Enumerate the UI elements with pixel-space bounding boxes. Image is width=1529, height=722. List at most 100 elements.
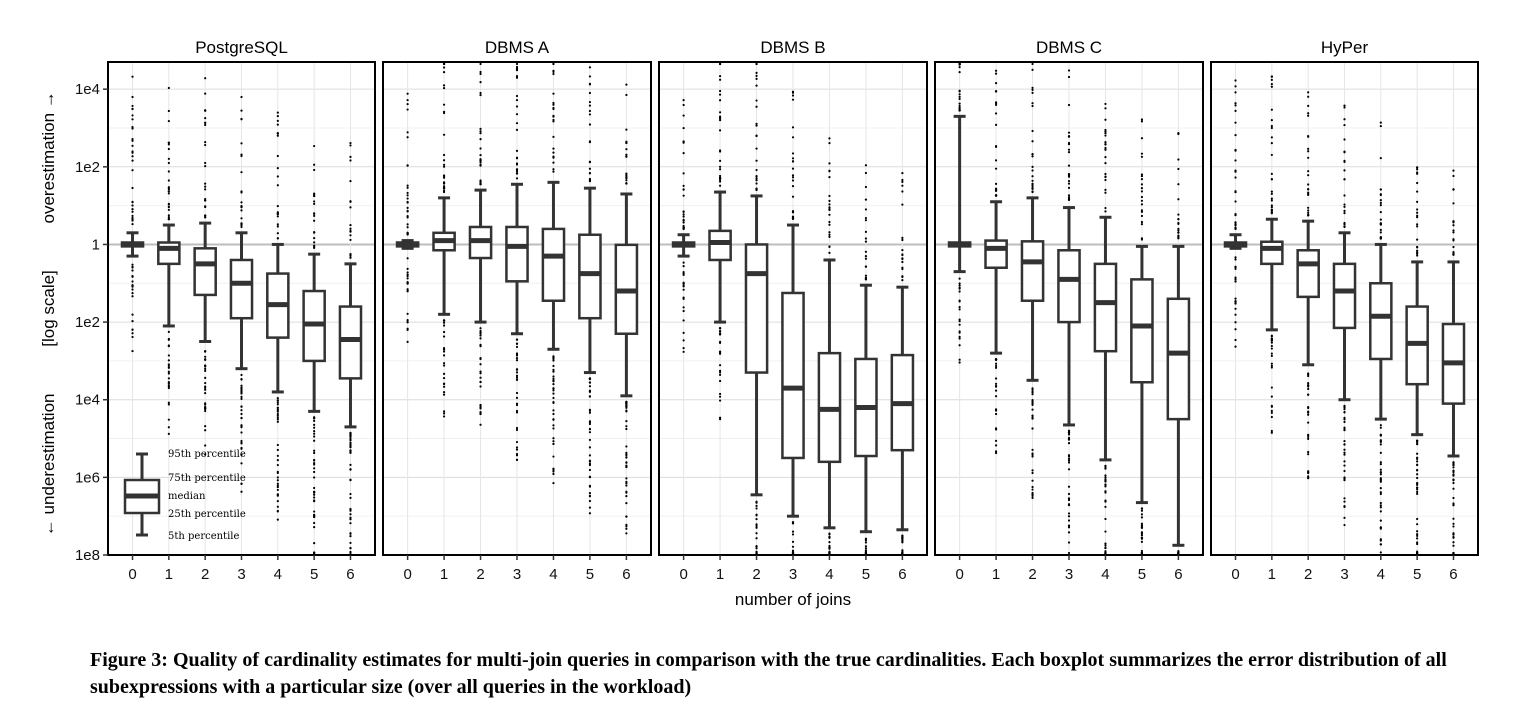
outlier-point [755, 524, 758, 528]
outlier-point [313, 449, 316, 452]
x-tick-label: 5 [310, 566, 318, 583]
outlier-point [479, 130, 482, 133]
outlier-point [1104, 128, 1107, 132]
outlier-point [1104, 546, 1107, 549]
outlier-point [994, 159, 998, 162]
x-tick-label: 1 [1268, 566, 1276, 583]
outlier-point [552, 409, 555, 412]
box-joins-2 [1296, 91, 1320, 480]
outlier-point [1452, 224, 1455, 227]
outlier-point [1379, 124, 1382, 128]
box-joins-2 [468, 62, 493, 426]
outlier-point [1104, 143, 1107, 146]
outlier-point [901, 551, 904, 555]
outlier-point [167, 187, 170, 191]
iqr-box [781, 291, 805, 460]
outlier-point [1031, 68, 1034, 71]
outlier-point [828, 208, 831, 211]
x-tick-label: 6 [622, 566, 630, 583]
outlier-point [349, 141, 352, 145]
facet-dbms-c: DBMS C 0 1 2 3 4 5 6 [934, 38, 1204, 583]
x-tick-label: 3 [1340, 566, 1348, 583]
outlier-point [131, 280, 134, 283]
outlier-point [1234, 212, 1237, 216]
outlier-point [791, 167, 795, 170]
outlier-point [682, 319, 685, 322]
outlier-point [625, 501, 628, 505]
outlier-point [313, 194, 316, 198]
outlier-point [1416, 530, 1419, 533]
outlier-point [588, 91, 592, 95]
outlier-point [588, 385, 592, 388]
outlier-point [994, 384, 998, 388]
outlier-point [791, 211, 795, 214]
outlier-point [276, 482, 279, 485]
outlier-point [718, 62, 722, 66]
x-tick-label: 6 [1449, 566, 1457, 583]
outlier-point [406, 131, 409, 134]
outlier-point [828, 251, 831, 254]
outlier-point [1307, 411, 1310, 414]
outlier-point [1452, 202, 1455, 205]
outlier-point [1177, 227, 1180, 230]
iqr-box [1332, 262, 1357, 330]
outlier-point [1140, 540, 1144, 543]
outlier-point [1140, 183, 1144, 186]
outlier-point [682, 331, 685, 334]
outlier-point [406, 108, 409, 111]
outlier-point [1031, 179, 1034, 182]
outlier-point [313, 459, 316, 462]
outlier-point [1140, 220, 1144, 224]
outlier-point [958, 62, 961, 66]
outlier-point [479, 357, 482, 360]
outlier-point [1104, 134, 1107, 137]
outlier-point [994, 382, 998, 385]
outlier-point [1379, 424, 1382, 427]
outlier-point [515, 345, 519, 349]
x-tick-label: 0 [1231, 566, 1239, 583]
outlier-point [1343, 160, 1346, 163]
outlier-point [1234, 223, 1237, 226]
outlier-point [625, 527, 628, 530]
iqr-box [1130, 278, 1154, 384]
outlier-point [552, 151, 555, 154]
outlier-point [588, 476, 592, 479]
outlier-point [1104, 102, 1107, 106]
outlier-point [755, 504, 758, 507]
outlier-point [682, 347, 685, 350]
outlier-point [1104, 175, 1107, 178]
outlier-point [515, 446, 519, 449]
outlier-point [1067, 515, 1071, 518]
outlier-point [1452, 487, 1455, 490]
outlier-point [901, 180, 904, 184]
outlier-point [313, 202, 316, 205]
outlier-point [1379, 231, 1382, 234]
outlier-point [1343, 118, 1346, 121]
outlier-point [240, 446, 243, 450]
outlier-point [1416, 486, 1419, 489]
outlier-point [276, 463, 279, 467]
outlier-point [1104, 141, 1107, 144]
x-tick-label: 6 [1174, 566, 1182, 583]
outlier-point [515, 396, 519, 399]
outlier-point [167, 143, 170, 146]
outlier-point [313, 426, 316, 429]
outlier-point [1031, 153, 1034, 156]
outlier-point [167, 366, 170, 369]
outlier-point [1343, 500, 1346, 503]
outlier-point [958, 323, 961, 326]
outlier-point [131, 288, 134, 291]
outlier-point [1307, 406, 1310, 410]
outlier-point [901, 190, 904, 193]
outlier-point [718, 159, 722, 162]
outlier-point [406, 197, 409, 200]
outlier-point [1416, 468, 1419, 472]
outlier-point [349, 492, 352, 496]
outlier-point [1270, 192, 1273, 195]
outlier-point [204, 143, 207, 147]
outlier-point [1416, 225, 1419, 228]
x-tick-label: 6 [898, 566, 906, 583]
outlier-point [1104, 162, 1107, 165]
outlier-point [204, 385, 207, 388]
outlier-point [1067, 151, 1071, 154]
